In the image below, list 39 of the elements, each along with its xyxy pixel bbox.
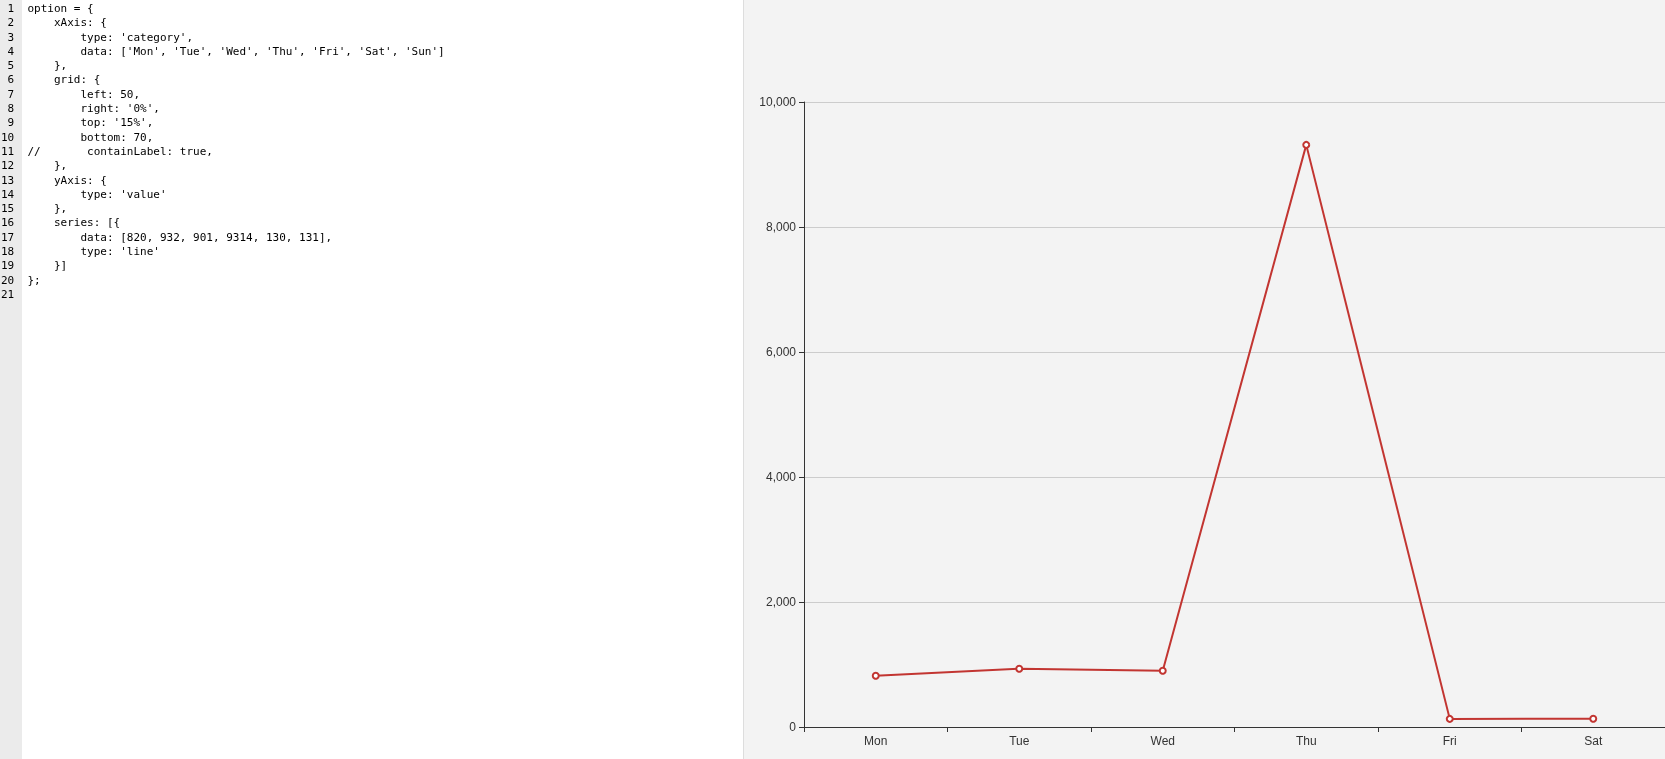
text: 9 top: '15%', [6,116,155,131]
point [1302,140,1311,149]
y-tick-label: 10,000 [759,95,797,109]
x-tick-label: Fri [1442,734,1457,748]
text: 5 }, [6,59,69,74]
point [871,671,880,680]
text: 14 type: 'value' [1,187,168,203]
text: 15 }, [1,202,69,217]
text: 17 data: [820, 932, 901, 9314, 130, 131], [1,230,334,246]
text: 20 }; [1,273,42,288]
x-tick-label: Wed [1150,734,1175,748]
x-tick-label: Thu [1295,734,1317,748]
point [1589,714,1598,723]
y-tick-label: 8,000 [765,220,797,234]
text: 13 yAxis: { [1,173,108,188]
point [1445,714,1454,723]
x-tick-label: Sat [1584,734,1603,748]
text: 3 type: 'category', [6,30,195,45]
text: 21 [1,287,16,303]
y-tick-label: 2,000 [765,595,797,609]
point [1158,666,1167,675]
y-tick-label: 4,000 [765,470,797,484]
x-tick-label: Tue [1009,734,1030,748]
text: 10 bottom: 70, [1,130,155,145]
text: 18 type: 'line' [1,245,161,260]
text: 16 series: [{ [1,216,122,231]
text: 19 }] [1,259,69,274]
text: 1 option = { [6,2,95,17]
text: 4 data: ['Mon', 'Tue', 'Wed', 'Thu', 'Fri', 'Sat', 'Sun'] [6,44,445,60]
point [1015,664,1024,673]
text: 2 xAxis: { [6,16,108,31]
text: 11 // containLabel: true, [1,144,214,160]
y-tick-label: 0 [789,720,797,734]
text: 7 left: 50, [6,87,142,103]
text: 6 grid: { [6,73,102,88]
text: 12 }, [1,159,69,174]
x-tick-label: Mon [864,734,888,748]
text: 8 right: '0%', [6,102,161,117]
y-tick-label: 6,000 [765,345,797,359]
